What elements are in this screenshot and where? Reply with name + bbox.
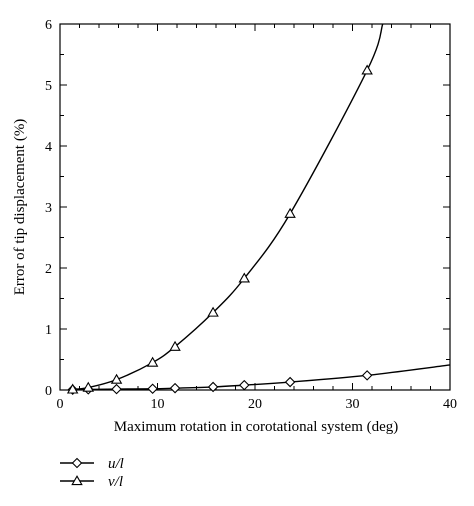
y-tick-label: 0: [45, 384, 52, 399]
y-tick-label: 3: [45, 201, 52, 216]
axes: 0 10 20 30 40 0 1 2 3 4 5 6: [45, 18, 457, 412]
series-1-point: [111, 383, 122, 395]
y-tick-label: 5: [45, 79, 52, 94]
series-1-point: [284, 376, 296, 388]
x-tick-label: 40: [443, 397, 457, 412]
plot-frame: [59, 23, 451, 391]
series-2-point: [207, 306, 219, 317]
series-curves: [72, 23, 451, 391]
legend: u/l v/l: [60, 456, 124, 490]
y-tick-label: 2: [45, 262, 52, 277]
y-axis-title: Error of tip displacement (%): [12, 119, 28, 296]
legend-label-2: v/l: [108, 474, 123, 490]
legend-marker-2: [71, 475, 83, 486]
y-tick-label: 1: [45, 323, 52, 338]
x-tick-label: 10: [151, 397, 165, 412]
series-2-point: [169, 340, 181, 351]
series-2-point: [66, 383, 79, 394]
x-tick-label: 0: [57, 397, 64, 412]
series-2-point: [110, 373, 123, 384]
legend-marker-1: [71, 457, 83, 469]
y-tick-label: 4: [45, 140, 52, 155]
series-2-line: [72, 23, 384, 391]
y-tick-label: 6: [45, 18, 52, 33]
x-tick-label: 20: [248, 397, 262, 412]
series-2-point: [146, 356, 159, 367]
series-1-point: [238, 379, 250, 391]
series-1-point: [147, 383, 158, 395]
series-1-point: [169, 382, 181, 394]
series-1-line: [72, 364, 451, 391]
legend-label-1: u/l: [108, 456, 124, 472]
series-markers: [66, 64, 373, 395]
series-2-point: [82, 381, 95, 392]
x-tick-label: 30: [346, 397, 360, 412]
series-2-point: [284, 207, 296, 218]
series-1-point: [361, 370, 373, 381]
series-2-point: [361, 64, 373, 75]
series-1-point: [207, 381, 219, 393]
x-axis-title: Maximum rotation in corotational system …: [114, 419, 399, 435]
series-2-point: [238, 272, 251, 283]
